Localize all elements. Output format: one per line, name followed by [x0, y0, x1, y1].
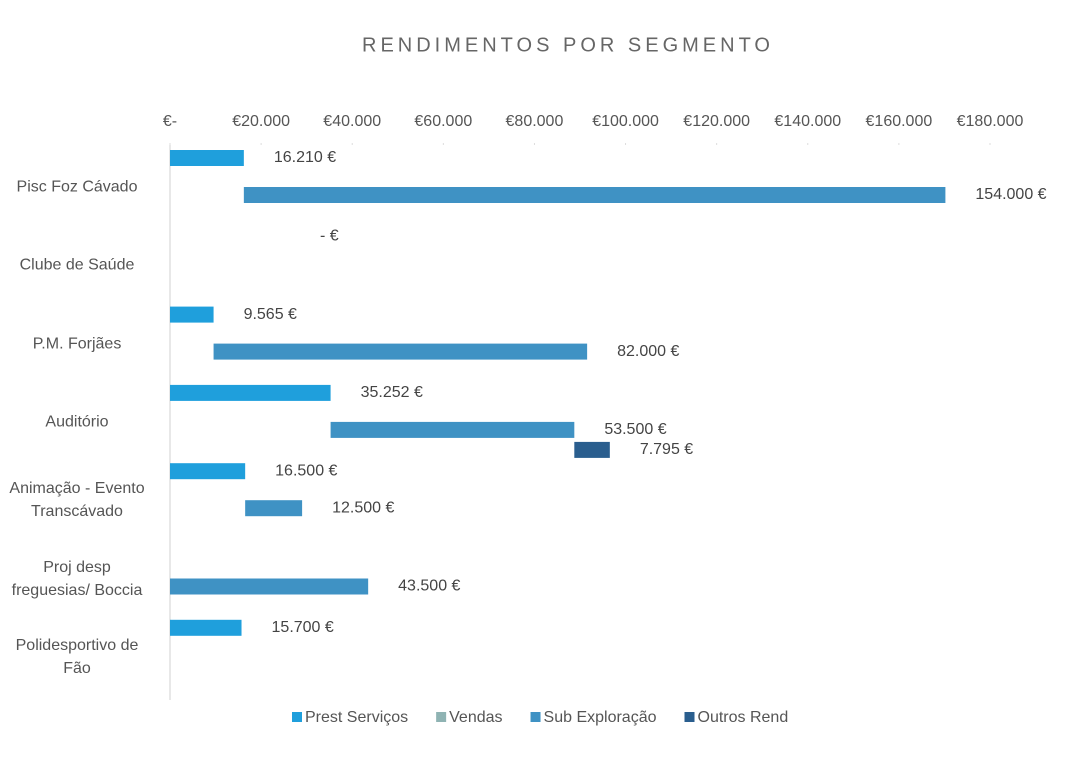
bar — [243, 187, 946, 203]
legend-swatch — [684, 712, 695, 722]
legend-swatch — [530, 712, 541, 722]
x-tick-label: €40.000 — [323, 113, 381, 130]
legend-swatch — [436, 712, 447, 722]
legend-label: Vendas — [449, 709, 502, 726]
bar — [245, 500, 303, 517]
bar — [170, 306, 214, 323]
legend-label: Sub Exploração — [544, 709, 657, 726]
legend-label: Prest Serviços — [305, 709, 408, 726]
bar — [170, 463, 246, 480]
x-tick-label: €180.000 — [957, 113, 1024, 130]
data-label: - € — [320, 228, 339, 245]
data-label: 43.500 € — [398, 578, 460, 595]
x-tick-label: €80.000 — [506, 113, 564, 130]
data-label: 53.500 € — [604, 421, 666, 438]
x-tick-label: €100.000 — [592, 113, 659, 130]
data-label: 82.000 € — [617, 343, 679, 360]
data-label: 12.500 € — [332, 499, 394, 516]
category-label: Animação - Evento Transcávado — [9, 480, 145, 521]
chart-title: RENDIMENTOS POR SEGMENTO — [362, 34, 774, 56]
bar — [574, 441, 610, 458]
category-label: Clube de Saúde — [19, 256, 135, 274]
bar — [170, 578, 369, 595]
data-label: 16.500 € — [275, 462, 337, 479]
category-label: P.M. Forjães — [32, 335, 122, 353]
bar — [330, 421, 575, 438]
x-tick-label: €60.000 — [414, 113, 472, 130]
bar — [170, 384, 331, 401]
data-label: 15.700 € — [272, 619, 334, 636]
category-label: Polidesportivo de Fão — [15, 636, 139, 677]
bar — [170, 619, 242, 636]
data-label: 7.795 € — [640, 441, 693, 458]
bar — [170, 150, 244, 166]
x-tick-label: €160.000 — [866, 113, 933, 130]
data-label: 154.000 € — [975, 186, 1046, 203]
category-label: Auditório — [45, 413, 109, 431]
x-tick-label: €20.000 — [232, 113, 290, 130]
x-tick-label: €- — [163, 113, 177, 130]
category-label: Pisc Foz Cávado — [16, 178, 138, 196]
x-tick-label: €140.000 — [774, 113, 841, 130]
data-label: 16.210 € — [274, 149, 336, 166]
legend-swatch — [292, 712, 302, 722]
legend-label: Outros Rend — [698, 709, 789, 726]
data-label: 35.252 € — [361, 384, 423, 401]
category-label: Proj desp freguesias/ Boccia — [11, 558, 143, 599]
x-tick-label: €120.000 — [683, 113, 750, 130]
bar — [213, 343, 588, 360]
data-label: 9.565 € — [244, 306, 297, 323]
